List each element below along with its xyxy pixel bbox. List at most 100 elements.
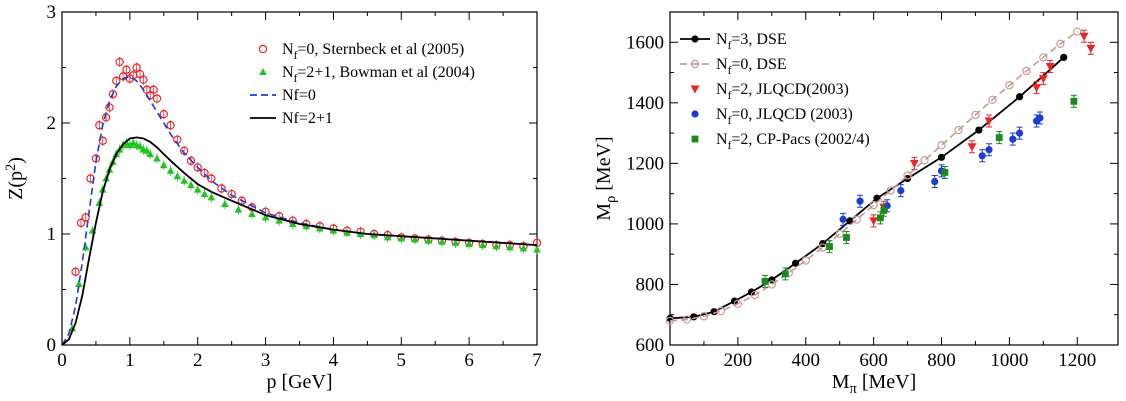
data-point (954, 125, 963, 135)
data-point (207, 193, 216, 201)
data-point (343, 228, 351, 236)
data-point (492, 242, 501, 250)
data-point (187, 181, 195, 189)
data-point (835, 229, 844, 239)
data-point (1038, 75, 1048, 84)
data-point (1039, 53, 1048, 62)
data-point (791, 259, 800, 267)
legend-right: Nf=3, DSE Nf=0, DSE Nf=2, JLQCD(2003) Nf=0,… (680, 31, 870, 152)
data-point (747, 288, 756, 296)
x-tick-label: 200 (724, 350, 753, 371)
data-point (733, 299, 743, 309)
series-right-3 (839, 111, 1044, 226)
data-point (967, 143, 977, 152)
data-point (1070, 97, 1078, 105)
data-point (159, 109, 168, 119)
y-tick-label: 0 (47, 335, 57, 356)
data-point (153, 154, 161, 162)
data-point (465, 239, 473, 247)
data-point (839, 215, 847, 223)
data-point (665, 316, 675, 325)
data-point (451, 238, 460, 246)
legend-marker (690, 59, 700, 69)
data-point (801, 256, 810, 265)
legend-marker (691, 135, 699, 143)
data-point (248, 210, 256, 218)
data-point (186, 156, 196, 165)
data-point (166, 166, 175, 174)
legend-label: Nf=2, JLQCD(2003) (716, 81, 849, 102)
data-point (143, 146, 151, 154)
data-point (207, 174, 216, 183)
x-tick-label: 600 (859, 350, 888, 371)
data-point (115, 57, 124, 67)
data-point (941, 169, 949, 176)
data-point (234, 205, 243, 213)
data-point (139, 75, 148, 84)
data-point (1086, 44, 1096, 53)
data-point (179, 146, 189, 155)
data-point (506, 243, 514, 251)
series-left-3 (61, 136, 538, 346)
series-line (669, 31, 1078, 322)
x-tick-label: 4 (329, 350, 339, 371)
data-point (81, 213, 90, 222)
data-point (1009, 135, 1017, 143)
data-point (937, 153, 946, 161)
legend-marker (691, 35, 699, 43)
data-point (383, 233, 392, 241)
data-point (98, 136, 107, 145)
data-point (699, 312, 709, 321)
data-point (275, 216, 283, 224)
right-panel-rho-mass: 0 200 400 600 800 1000 1200 600 800 1000 1200 1400 1… (593, 11, 1119, 397)
data-point (877, 214, 884, 222)
data-point (988, 95, 997, 104)
data-point (730, 297, 739, 305)
x-tick-label: 3 (261, 350, 271, 371)
data-point (1022, 66, 1031, 76)
series-left-1 (68, 137, 541, 334)
data-point (985, 146, 993, 154)
data-point (152, 94, 162, 103)
data-point (880, 206, 888, 214)
data-point (159, 161, 168, 169)
data-point (533, 245, 541, 253)
data-point (1005, 81, 1014, 90)
data-point (95, 198, 104, 206)
data-point (424, 236, 433, 244)
y-axis-title: Z(p2) (3, 157, 27, 200)
data-point (288, 220, 297, 228)
data-point (869, 217, 879, 226)
x-tick-label: 6 (464, 350, 474, 371)
data-point (261, 213, 270, 221)
legend-label: Nf=0, Sternbeck et al (2005) (282, 41, 464, 62)
legend-label: Nf=2, CP-Pacs (2002/4) (716, 131, 870, 152)
data-point (221, 200, 229, 208)
data-point (843, 234, 850, 241)
data-point (984, 117, 994, 126)
x-axis-title: p [GeV] (266, 371, 332, 393)
legend-label: Nf=2+1 (282, 110, 333, 127)
data-point (136, 142, 144, 150)
y-tick-label: 800 (636, 274, 665, 295)
y-tick-label: 2 (47, 113, 57, 134)
series-right-4 (761, 94, 1078, 288)
data-point (931, 177, 939, 186)
left-panel-z-propagator: 0 1 2 3 4 5 6 7 0 1 2 3 Nf=0, Sternbeck et al (2005)… (3, 2, 542, 393)
data-point (1056, 39, 1065, 48)
data-point (200, 190, 209, 198)
data-point (750, 290, 760, 300)
data-point (112, 76, 121, 86)
data-point (971, 110, 980, 120)
data-point (411, 235, 419, 243)
data-point (200, 168, 209, 178)
data-point (1036, 114, 1044, 122)
x-tick-label: 400 (792, 350, 821, 371)
series-line (61, 136, 538, 346)
y-tick-label: 3 (47, 2, 57, 23)
data-point (227, 189, 236, 199)
data-point (852, 215, 861, 224)
data-point (1032, 84, 1042, 93)
data-point (146, 150, 155, 158)
